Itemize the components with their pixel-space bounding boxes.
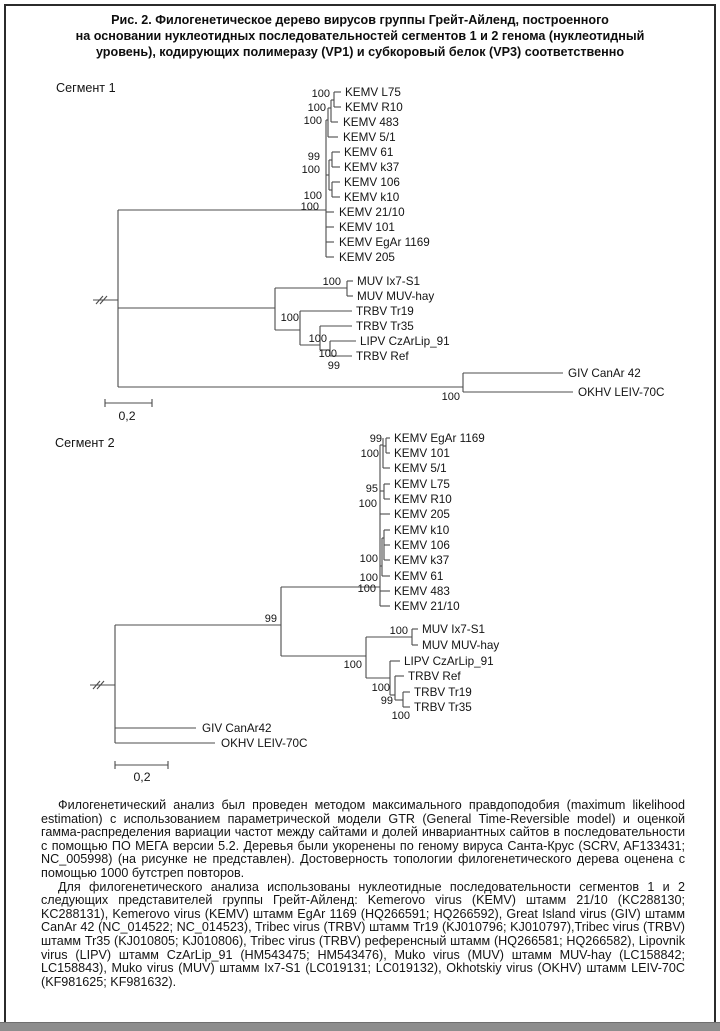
figure-caption: Филогенетический анализ был проведен мет… xyxy=(41,798,685,989)
bootstrap-value: 99 xyxy=(370,433,382,445)
taxon-label: KEMV 483 xyxy=(394,585,450,598)
figure-title: Рис. 2. Филогенетическое дерево вирусов … xyxy=(10,12,710,60)
bootstrap-value: 100 xyxy=(358,583,376,595)
taxon-label: KEMV 61 xyxy=(344,146,393,159)
taxon-label: MUV Ix7-S1 xyxy=(422,623,485,636)
taxon-label: MUV MUV-hay xyxy=(422,639,499,652)
bootstrap-value: 100 xyxy=(309,333,327,345)
bootstrap-value: 100 xyxy=(304,190,322,202)
taxon-label: KEMV 101 xyxy=(339,221,395,234)
taxon-label: OKHV LEIV-70C xyxy=(578,386,664,399)
bootstrap-value: 100 xyxy=(390,625,408,637)
bootstrap-value: 100 xyxy=(304,115,322,127)
taxon-label: KEMV 106 xyxy=(344,176,400,189)
taxon-label: MUV MUV-hay xyxy=(357,290,434,303)
taxon-label: TRBV Ref xyxy=(356,350,409,363)
taxon-label: KEMV 21/10 xyxy=(394,600,460,613)
bootstrap-value: 100 xyxy=(302,164,320,176)
bootstrap-value: 100 xyxy=(319,348,337,360)
caption-paragraph-strains: Для филогенетического анализа использова… xyxy=(41,879,685,989)
tree-segment-1: Сегмент 1 KEMV L75 KEMV R10 KEMV 483 KEMV 5/… xyxy=(56,81,664,423)
phylogenetic-trees: Сегмент 1 KEMV L75 KEMV R10 KEMV 483 KEMV 5/… xyxy=(55,81,664,784)
taxon-label: GIV CanAr42 xyxy=(202,722,272,735)
bootstrap-value: 100 xyxy=(344,659,362,671)
taxon-label: KEMV R10 xyxy=(394,493,452,506)
bootstrap-value: 100 xyxy=(308,102,326,114)
segment-label: Сегмент 2 xyxy=(55,436,115,450)
scale-bar-label: 0,2 xyxy=(133,770,150,784)
taxon-label: KEMV L75 xyxy=(394,478,450,491)
taxon-label: KEMV EgAr 1169 xyxy=(394,432,485,445)
taxon-label: LIPV CzArLip_91 xyxy=(360,335,450,348)
taxon-label: TRBV Tr19 xyxy=(414,686,472,699)
taxon-label: KEMV 205 xyxy=(339,251,395,264)
caption-paragraph-methods: Филогенетический анализ был проведен мет… xyxy=(41,798,685,880)
bootstrap-value: 100 xyxy=(323,276,341,288)
taxon-label: KEMV EgAr 1169 xyxy=(339,236,430,249)
bootstrap-value: 99 xyxy=(308,151,320,163)
taxon-label: KEMV 21/10 xyxy=(339,206,405,219)
taxon-label: KEMV 101 xyxy=(394,447,450,460)
taxon-label: KEMV 106 xyxy=(394,539,450,552)
bootstrap-value: 99 xyxy=(265,613,277,625)
taxon-label: TRBV Tr35 xyxy=(356,320,414,333)
taxon-label: KEMV 483 xyxy=(343,116,399,129)
bootstrap-value: 100 xyxy=(281,312,299,324)
taxon-label: TRBV Tr19 xyxy=(356,305,414,318)
branch-break-icon xyxy=(99,295,108,305)
bootstrap-value: 100 xyxy=(312,88,330,100)
segment-label: Сегмент 1 xyxy=(56,81,116,95)
taxon-label: KEMV R10 xyxy=(345,101,403,114)
bootstrap-value: 100 xyxy=(360,553,378,565)
bootstrap-value: 100 xyxy=(360,572,378,584)
bootstrap-value: 95 xyxy=(366,483,378,495)
bootstrap-value: 100 xyxy=(359,498,377,510)
bottom-divider-bar xyxy=(0,1022,720,1031)
tree-segment-2: Сегмент 2 KEMV EgAr 1169 KEMV 101 KEMV 5/1 K… xyxy=(55,432,499,784)
taxon-label: KEMV k37 xyxy=(344,161,399,174)
taxon-label: MUV Ix7-S1 xyxy=(357,275,420,288)
branch-break-icon xyxy=(92,680,101,690)
branch-break-icon xyxy=(95,295,104,305)
taxon-label: KEMV k37 xyxy=(394,554,449,567)
taxon-label: LIPV CzArLip_91 xyxy=(404,655,494,668)
bootstrap-value: 100 xyxy=(392,710,410,722)
bootstrap-value: 99 xyxy=(381,695,393,707)
bootstrap-value: 100 xyxy=(301,201,319,213)
bootstrap-value: 99 xyxy=(328,360,340,372)
taxon-label: TRBV Tr35 xyxy=(414,701,472,714)
bootstrap-value: 100 xyxy=(372,682,390,694)
taxon-label: OKHV LEIV-70C xyxy=(221,737,307,750)
taxon-label: KEMV L75 xyxy=(345,86,401,99)
taxon-label: KEMV 61 xyxy=(394,570,443,583)
taxon-label: KEMV 5/1 xyxy=(394,462,447,475)
taxon-label: KEMV 5/1 xyxy=(343,131,396,144)
taxon-label: KEMV k10 xyxy=(394,524,450,537)
taxon-label: KEMV k10 xyxy=(344,191,400,204)
bootstrap-value: 100 xyxy=(361,448,379,460)
figure-title-line-2: на основании нуклеотидных последовательн… xyxy=(75,29,645,43)
taxon-label: KEMV 205 xyxy=(394,508,450,521)
figure-title-line-3: уровень), кодирующих полимеразу (VP1) и … xyxy=(95,45,625,59)
branch-break-icon xyxy=(96,680,105,690)
scale-bar-label: 0,2 xyxy=(118,409,135,423)
taxon-label: TRBV Ref xyxy=(408,670,461,683)
bootstrap-value: 100 xyxy=(442,391,460,403)
figure-title-line-1: Рис. 2. Филогенетическое дерево вирусов … xyxy=(111,13,609,27)
taxon-label: GIV CanAr 42 xyxy=(568,367,641,380)
